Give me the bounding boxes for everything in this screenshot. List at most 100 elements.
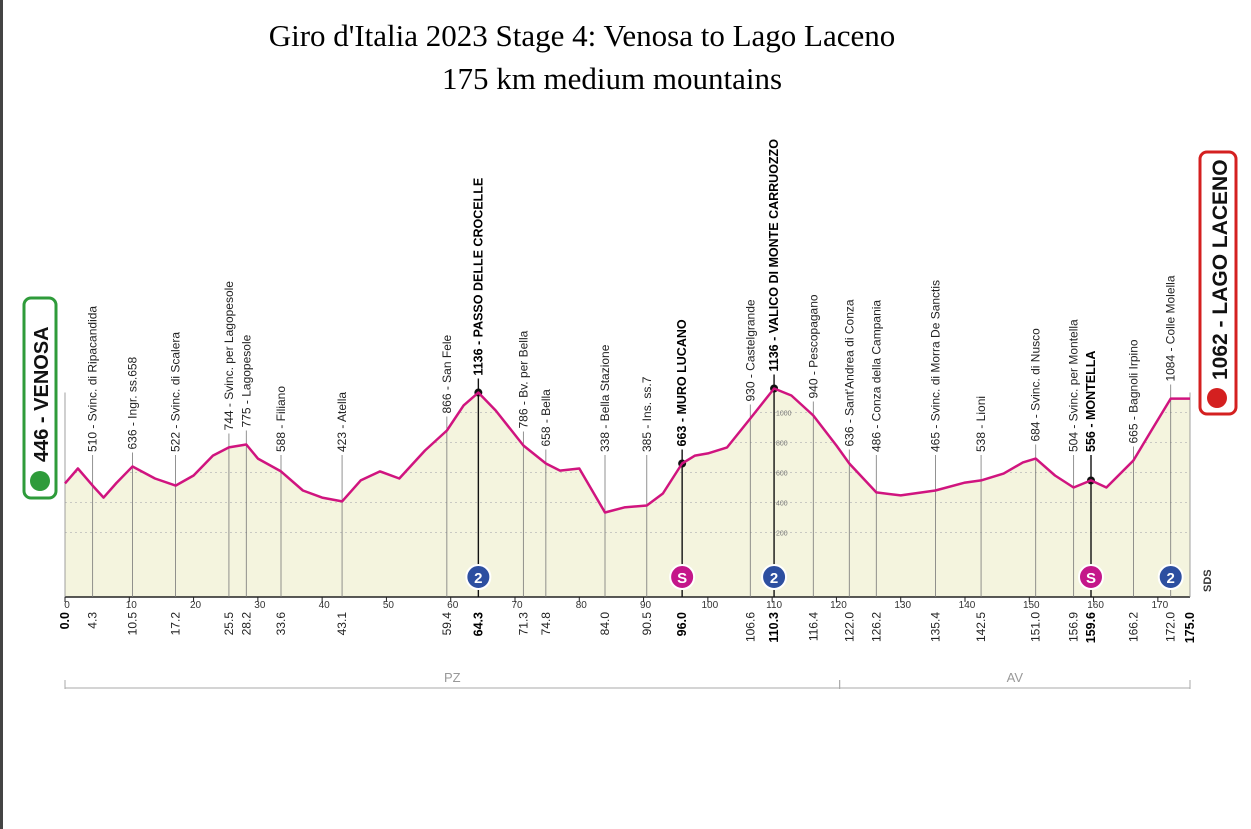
waypoint-km: 106.6 [743, 612, 757, 642]
waypoint-label: 338 - Bella Stazione [598, 344, 612, 452]
waypoint-label: 930 - Castelgrande [743, 299, 757, 401]
start-box: 446 - VENOSA [22, 296, 58, 500]
waypoint-label: 538 - Lioni [974, 396, 988, 452]
waypoint-km: 96.0 [675, 612, 689, 636]
waypoint-km: 166.2 [1126, 612, 1140, 642]
waypoint-label: 684 - Svinc. di Nusco [1029, 328, 1043, 442]
waypoint-km: 28.2 [239, 612, 253, 636]
waypoint-label: 940 - Pescopagano [806, 294, 820, 398]
left-border [0, 0, 3, 829]
x-tick-label: 50 [383, 600, 395, 611]
finish-frame [1198, 150, 1238, 416]
waypoint-km: 25.5 [222, 612, 236, 636]
profile-line [64, 387, 1190, 514]
waypoint-km: 172.0 [1164, 612, 1178, 642]
waypoint-km: 59.4 [440, 612, 454, 636]
y-tick-label: 600 [776, 471, 788, 478]
waypoint-km: 110.3 [767, 612, 781, 643]
climb-badge-label: 2 [770, 570, 778, 587]
waypoint-km: 90.5 [640, 612, 654, 636]
waypoint-label: 658 - Bella [539, 389, 553, 447]
chart-subtitle: 175 km medium mountains [442, 61, 782, 96]
climb-badge [1157, 564, 1184, 590]
waypoint-label: 1136 - VALICO DI MONTE CARRUOZZO [767, 139, 781, 372]
region-label: AV [1007, 670, 1024, 685]
waypoint-label: 786 - Bv. per Bella [516, 330, 530, 428]
waypoint-label: 588 - Filiano [274, 386, 288, 452]
waypoint-label: 665 - Bagnoli Irpino [1126, 339, 1140, 443]
x-tick-label: 160 [1087, 600, 1104, 611]
y-tick-label: 1000 [776, 411, 792, 418]
waypoint-km: 159.6 [1084, 612, 1098, 643]
waypoint-km: 74.8 [539, 612, 553, 636]
waypoint-label: 504 - Svinc. per Montella [1067, 319, 1081, 452]
waypoint-label: 486 - Conza della Campania [869, 300, 883, 452]
x-tick-label: 130 [894, 600, 911, 611]
waypoint-km: 116.4 [806, 612, 820, 641]
waypoint-label: 556 - MONTELLA [1084, 351, 1098, 452]
waypoint-km: 142.5 [974, 612, 988, 642]
y-tick-label: 200 [776, 531, 788, 538]
climb-badge [669, 564, 696, 590]
climb-badge-label: 2 [474, 570, 482, 587]
waypoint-label: 1084 - Colle Molella [1164, 275, 1178, 381]
waypoint-label: 522 - Svinc. di Scalera [169, 332, 183, 452]
waypoint-label: 663 - MURO LUCANO [675, 319, 689, 446]
finish-icon [1207, 388, 1227, 408]
x-tick-label: 0 [64, 600, 70, 611]
y-tick-label: 800 [776, 441, 788, 448]
waypoint-label: 866 - San Fele [440, 334, 454, 413]
waypoint-km: 17.2 [169, 612, 183, 636]
x-tick-label: 100 [702, 600, 719, 611]
finish-label: 1062 - LAGO LACENO [1209, 159, 1232, 380]
climb-badge [465, 564, 492, 590]
finish-box: 1062 - LAGO LACENO [1198, 150, 1238, 416]
profile-fill [65, 388, 1190, 597]
waypoint-km: 126.2 [869, 612, 883, 642]
x-tick-label: 60 [447, 600, 459, 611]
x-tick-label: 80 [576, 600, 588, 611]
climb-badge-label: S [1086, 570, 1096, 587]
waypoint-label: 510 - Svinc. di Ripacandida [86, 306, 100, 452]
climb-badge [761, 564, 788, 590]
chart-title: Giro d'Italia 2023 Stage 4: Venosa to La… [269, 18, 896, 53]
x-tick-label: 30 [254, 600, 266, 611]
waypoint-km: 10.5 [126, 612, 140, 636]
x-tick-label: 40 [319, 600, 331, 611]
y-tick-label: 400 [776, 501, 788, 508]
sponsor-mark: SDS [1202, 569, 1214, 592]
waypoint-label: 744 - Svinc. per Lagopesole [222, 281, 236, 431]
start-frame [22, 296, 58, 500]
x-tick-label: 150 [1023, 600, 1040, 611]
climb-badge-label: S [677, 570, 687, 587]
x-tick-label: 90 [640, 600, 652, 611]
climb-badge-label: 2 [1167, 570, 1175, 587]
waypoint-label: 636 - Sant'Andrea di Conza [842, 299, 856, 446]
start-icon [30, 471, 50, 491]
waypoint-km: 71.3 [516, 612, 530, 636]
waypoint-km: 156.9 [1067, 612, 1081, 642]
waypoint-km: 43.1 [335, 612, 349, 636]
waypoint-km: 84.0 [598, 612, 612, 636]
waypoint-label: 385 - Ins. ss.7 [640, 376, 654, 452]
waypoint-label: 465 - Svinc. di Morra De Sanctis [928, 280, 942, 452]
waypoint-label: 775 - Lagopesole [239, 334, 253, 427]
region-label: PZ [444, 670, 461, 685]
x-tick-label: 10 [126, 600, 138, 611]
waypoint-km: 151.0 [1029, 612, 1043, 642]
x-tick-label: 120 [830, 600, 847, 611]
x-tick-label: 20 [190, 600, 202, 611]
endpoint-km: 0.0 [58, 612, 72, 629]
waypoint-km: 4.3 [86, 612, 100, 629]
waypoint-label: 1136 - PASSO DELLE CROCELLE [471, 178, 485, 376]
waypoint-km: 64.3 [471, 612, 485, 636]
x-tick-label: 170 [1152, 600, 1169, 611]
endpoint-km: 175.0 [1183, 612, 1197, 643]
climb-badge [1078, 564, 1104, 590]
waypoint-km: 33.6 [274, 612, 288, 636]
waypoint-label: 423 - Atella [335, 392, 349, 452]
waypoint-km: 122.0 [842, 612, 856, 642]
waypoint-label: 636 - Ingr. ss.658 [126, 356, 140, 449]
x-tick-label: 70 [511, 600, 523, 611]
